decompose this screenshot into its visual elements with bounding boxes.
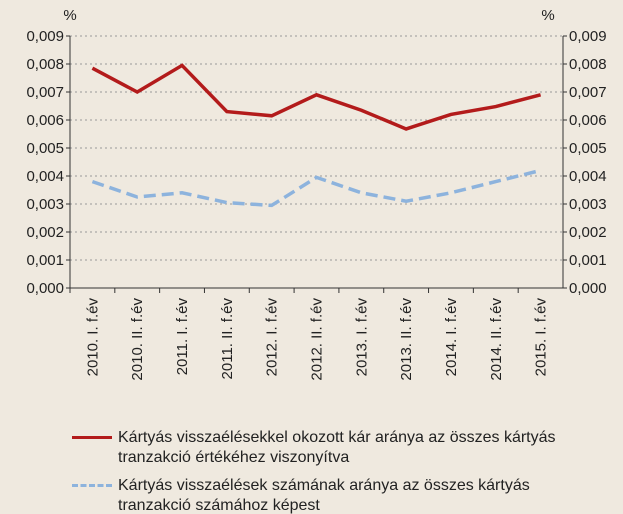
y-tick-label: 0,005 [26, 140, 64, 157]
y2-tick-label: 0,003 [569, 196, 607, 213]
y-tick-label: 0,001 [26, 252, 64, 269]
y2-tick-label: 0,005 [569, 140, 607, 157]
x-tick-label: 2012. II. f.év [309, 298, 326, 381]
legend-swatch [72, 484, 112, 487]
x-tick-label: 2014. I. f.év [443, 298, 460, 377]
y-tick-label: 0,002 [26, 224, 64, 241]
y-tick-label: 0,009 [26, 28, 64, 45]
x-tick-label: 2011. I. f.év [174, 298, 191, 376]
y2-tick-label: 0,008 [569, 56, 607, 73]
x-tick-label: 2013. II. f.év [398, 298, 415, 381]
y2-tick-label: 0,001 [569, 252, 607, 269]
y2-tick-label: 0,000 [569, 280, 607, 297]
x-tick-label: 2015. I. f.év [533, 298, 550, 377]
y-axis-label: % [63, 7, 76, 24]
y2-tick-label: 0,006 [569, 112, 607, 129]
x-tick-label: 2010. I. f.év [84, 298, 101, 377]
x-tick-label: 2013. I. f.év [353, 298, 370, 377]
chart: % % 0,000 0,001 0,002 0,003 0,004 0,005 0,006 0… [26, 7, 607, 381]
y2-axis-label: % [541, 7, 554, 24]
y-tick-label: 0,007 [26, 84, 64, 101]
y-tick-label: 0,004 [26, 168, 64, 185]
y2-tick-label: 0,004 [569, 168, 607, 185]
y-tick-label: 0,003 [26, 196, 64, 213]
x-tick-label: 2011. II. f.év [219, 298, 236, 380]
x-tick-label: 2012. I. f.év [264, 298, 281, 377]
series-line [91, 168, 542, 208]
legend-label: Kártyás visszaélésekkel okozott kár arán… [118, 429, 556, 466]
y2-tick-label: 0,009 [569, 28, 607, 45]
y2-tick-label: 0,002 [569, 224, 607, 241]
y-tick-label: 0,000 [26, 280, 64, 297]
x-tick-label: 2010. II. f.év [129, 298, 146, 381]
series-line [91, 63, 542, 131]
y-tick-label: 0,008 [26, 56, 64, 73]
legend-label: Kártyás visszaélések számának aránya az … [118, 477, 530, 514]
x-tick-label: 2014. II. f.év [488, 298, 505, 381]
y2-tick-label: 0,007 [569, 84, 607, 101]
y-tick-label: 0,006 [26, 112, 64, 129]
legend-swatch [72, 436, 112, 439]
